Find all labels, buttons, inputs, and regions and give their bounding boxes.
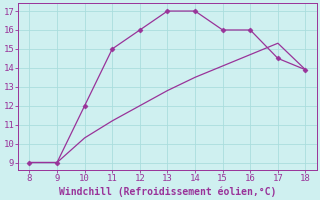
X-axis label: Windchill (Refroidissement éolien,°C): Windchill (Refroidissement éolien,°C) [59, 186, 276, 197]
